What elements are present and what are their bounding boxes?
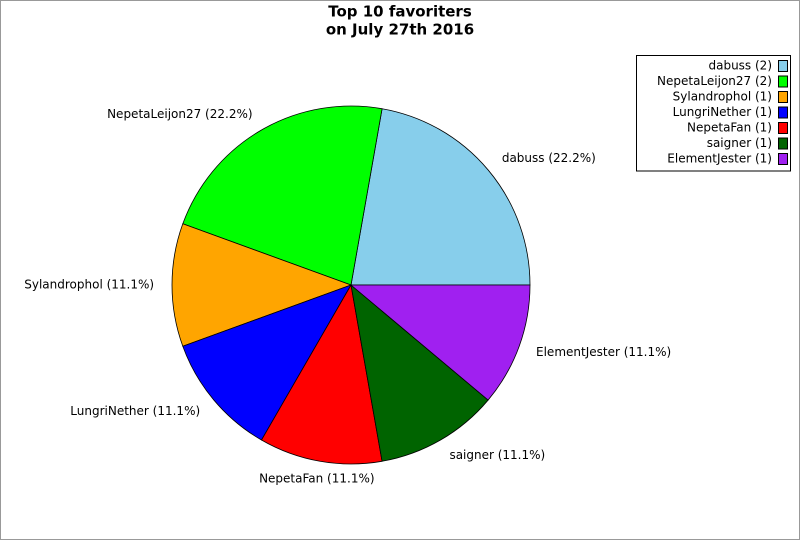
legend-swatch <box>778 122 788 134</box>
legend-label: NepetaLeijon27 (2) <box>657 74 772 88</box>
legend-swatch <box>778 153 788 165</box>
legend-swatch <box>778 106 788 119</box>
slice-label: Sylandrophol (11.1%) <box>24 278 154 292</box>
pie-slice <box>182 105 383 286</box>
legend-swatch <box>778 60 788 72</box>
chart-subtitle: on July 27th 2016 <box>326 21 474 39</box>
legend-label: ElementJester (1) <box>667 152 772 166</box>
legend-label: dabuss (2) <box>708 59 772 73</box>
legend-box <box>636 55 791 172</box>
pie-slice <box>171 223 353 347</box>
pie-slice <box>260 283 383 465</box>
legend-swatch <box>778 75 788 88</box>
legend-label: Sylandrophol (1) <box>673 90 772 104</box>
legend-swatch <box>778 137 788 150</box>
legend-swatch <box>778 91 788 103</box>
slice-label: dabuss (22.2%) <box>502 151 596 165</box>
slice-label: LungriNether (11.1%) <box>70 404 200 418</box>
pie-slice <box>182 284 352 441</box>
slice-label: NepetaLeijon27 (22.2%) <box>107 107 252 121</box>
legend-label: LungriNether (1) <box>673 105 772 119</box>
slice-label: saigner (11.1%) <box>449 448 545 462</box>
pie-slice <box>350 108 531 286</box>
legend-label: NepetaFan (1) <box>687 121 772 135</box>
pie-slice <box>350 283 489 462</box>
chart-title: Top 10 favoriters <box>328 3 472 21</box>
slice-label: ElementJester (11.1%) <box>536 345 671 359</box>
pie-slice <box>349 284 531 401</box>
slice-label: NepetaFan (11.1%) <box>259 471 374 485</box>
legend-label: saigner (1) <box>707 136 772 150</box>
